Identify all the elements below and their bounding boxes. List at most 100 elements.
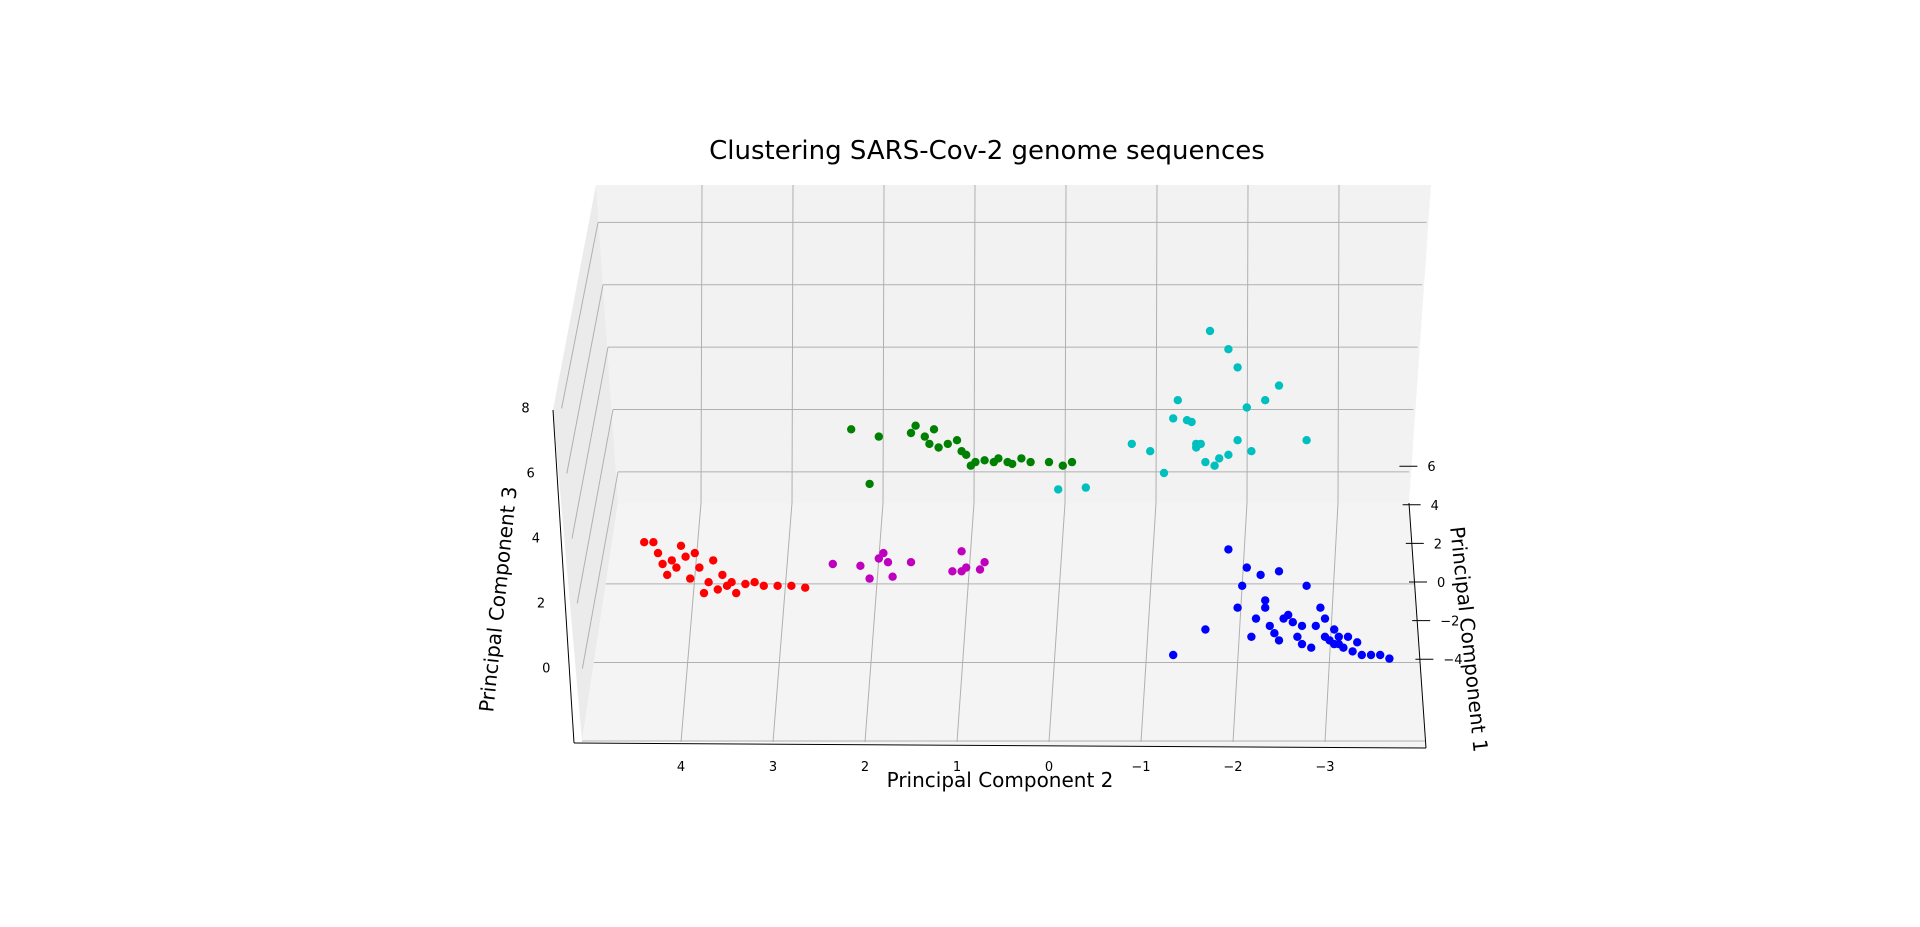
scatter-point (1205, 326, 1215, 336)
scatter-point (1251, 614, 1261, 623)
scatter-point (672, 563, 681, 572)
scatter-point (980, 456, 989, 465)
x-tick-label: −1 (1131, 760, 1150, 775)
x-grid-line-back (791, 184, 794, 504)
scatter-point (1385, 654, 1394, 663)
scatter-point (695, 563, 704, 572)
scatter-point (718, 570, 727, 580)
scatter-point (934, 443, 943, 452)
z-axis-label: Principal Component 3 (474, 485, 522, 713)
scatter-point (773, 581, 782, 590)
scatter-point (676, 541, 686, 550)
z-tick-label: 8 (521, 402, 529, 417)
scatter-point (681, 552, 690, 561)
scatter-point (1238, 581, 1247, 590)
scatter-point (667, 556, 676, 565)
scatter-point (1265, 621, 1275, 631)
scatter-point (1044, 457, 1054, 467)
scatter-point (1339, 643, 1348, 652)
scatter-point (1201, 625, 1210, 634)
scatter-point (1233, 603, 1242, 612)
scatter-point (1081, 483, 1091, 492)
grid-lines (561, 184, 1434, 743)
floor-pane (582, 503, 1426, 748)
y-tick-label: 2 (1434, 537, 1442, 552)
scatter-point (1320, 614, 1330, 623)
scatter-point (847, 425, 856, 434)
y-tick-label: −4 (1443, 653, 1462, 668)
scatter-point (713, 585, 722, 594)
z-grid-line-left (561, 222, 599, 409)
scatter-point (1224, 545, 1233, 554)
scatter-point (699, 588, 709, 598)
left-pane (553, 185, 618, 741)
scatter-point (663, 570, 672, 580)
scatter-point (1233, 363, 1242, 372)
y-tick-label: 0 (1437, 576, 1445, 591)
scatter-point (1017, 454, 1026, 463)
scatter-point (888, 572, 897, 581)
scatter-point (980, 558, 989, 567)
scatter-point (994, 454, 1003, 463)
axis-lines (552, 409, 1427, 749)
scatter-point (874, 432, 883, 441)
z-grid-line-left (571, 347, 609, 539)
x-grid-line-back (1337, 184, 1340, 504)
x-grid-line-back (882, 184, 885, 504)
scatter-point (1343, 632, 1353, 641)
scatter-point (971, 457, 980, 467)
x-grid-line-floor (864, 502, 884, 743)
scatter-point (929, 425, 939, 434)
scatter-point (906, 428, 916, 438)
x-grid-line-back (1064, 184, 1067, 504)
scatter-point (1233, 436, 1242, 445)
scatter-point (1357, 650, 1367, 660)
scatter-point (690, 548, 699, 558)
scatter-point (1224, 345, 1233, 354)
scatter-point (1169, 650, 1178, 660)
scatter-point (1242, 563, 1252, 572)
scatter-point (1054, 485, 1063, 494)
z-grid-line-left (581, 471, 619, 669)
scatter-point (1348, 647, 1357, 656)
scatter-point (906, 558, 916, 567)
x-tick-labels: 4 3 2 1 0 −1 −2 −3 (677, 760, 1335, 775)
scatter-point (750, 578, 759, 587)
scatter-point (1008, 459, 1017, 469)
y-axis-line (1408, 502, 1427, 749)
scatter-point (787, 581, 796, 590)
scatter-point (1311, 621, 1321, 631)
scatter-point (1192, 443, 1201, 452)
scatter-point (686, 574, 695, 583)
scatter-point (975, 565, 985, 574)
chart-title: Clustering SARS-Cov-2 genome sequences (709, 136, 1265, 166)
scatter-point (865, 479, 874, 489)
scatter-point (1270, 629, 1279, 638)
scatter-point (640, 538, 649, 547)
scatter-point (1146, 447, 1155, 456)
scatter-point (943, 439, 952, 449)
scatter-point (1067, 457, 1077, 467)
x-axis-line (573, 742, 1427, 749)
scatter-point (732, 588, 741, 598)
scatter-point (1376, 650, 1385, 660)
scatter-point (1334, 632, 1344, 641)
scatter-point (801, 583, 810, 592)
scatter-point (1274, 636, 1284, 645)
z-tick-label: 2 (537, 597, 545, 612)
scatter-point (1182, 416, 1192, 425)
scatter-point (883, 558, 893, 567)
scatter-point (1159, 468, 1169, 478)
scatter-point (856, 561, 865, 570)
z-tick-label: 6 (527, 467, 535, 482)
scatter-point (741, 579, 750, 589)
scatter-point (709, 556, 718, 565)
scatter-point (948, 567, 957, 576)
x-axis-label: Principal Component 2 (887, 768, 1114, 792)
scatter-point (1242, 403, 1252, 412)
scatter-point (1169, 414, 1178, 423)
scatter-point (759, 581, 768, 590)
y-tick-label: 6 (1427, 460, 1435, 475)
x-tick-label: −3 (1315, 760, 1334, 775)
